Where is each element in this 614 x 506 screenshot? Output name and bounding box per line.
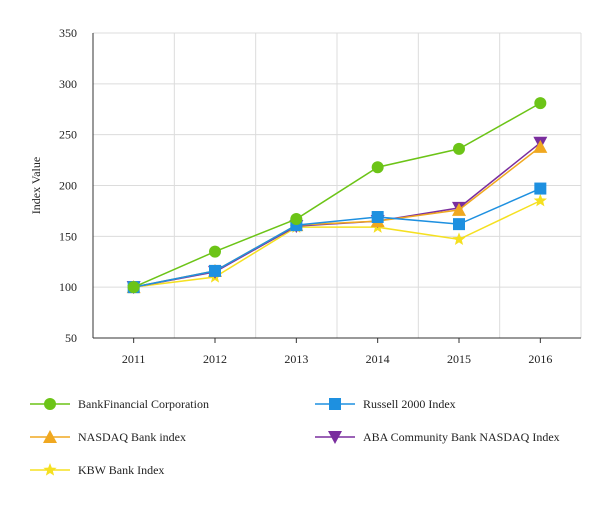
- y-tick-label: 350: [59, 26, 77, 40]
- data-point: [127, 281, 140, 294]
- legend-label: BankFinancial Corporation: [78, 397, 209, 411]
- series-line: [133, 200, 541, 288]
- data-point: [453, 218, 465, 231]
- legend-marker: [44, 398, 56, 410]
- x-tick-label: 2013: [284, 352, 308, 366]
- x-tick-label: 2011: [122, 352, 146, 366]
- data-point: [533, 139, 548, 153]
- data-point: [534, 97, 547, 110]
- data-point: [453, 142, 465, 155]
- legend-label: KBW Bank Index: [78, 463, 164, 477]
- x-tick-label: 2015: [447, 352, 471, 366]
- y-axis-title: Index Value: [29, 157, 43, 214]
- series-line: [133, 187, 541, 288]
- legend-label: Russell 2000 Index: [363, 397, 456, 411]
- data-point: [209, 245, 221, 258]
- x-tick-label: 2012: [203, 352, 227, 366]
- data-point: [290, 213, 303, 226]
- legend-marker: [43, 430, 57, 443]
- data-point: [209, 264, 221, 277]
- legend-label: NASDAQ Bank index: [78, 430, 186, 444]
- legend-marker: [43, 463, 57, 476]
- x-tick-label: 2016: [528, 352, 552, 366]
- data-point: [371, 211, 384, 224]
- legend-marker: [329, 398, 341, 410]
- y-tick-label: 200: [59, 179, 77, 193]
- y-tick-label: 300: [59, 77, 77, 91]
- legend-label: ABA Community Bank NASDAQ Index: [363, 430, 560, 444]
- y-tick-label: 50: [65, 331, 77, 345]
- series-line: [133, 102, 541, 288]
- legend-marker: [328, 431, 342, 444]
- data-point: [452, 232, 466, 246]
- data-point: [534, 182, 547, 195]
- data-point: [452, 202, 466, 216]
- x-tick-label: 2014: [366, 352, 390, 366]
- y-tick-label: 150: [59, 229, 77, 243]
- y-tick-label: 250: [59, 128, 77, 142]
- data-point: [533, 193, 547, 207]
- y-tick-label: 100: [59, 280, 77, 294]
- data-point: [371, 161, 384, 174]
